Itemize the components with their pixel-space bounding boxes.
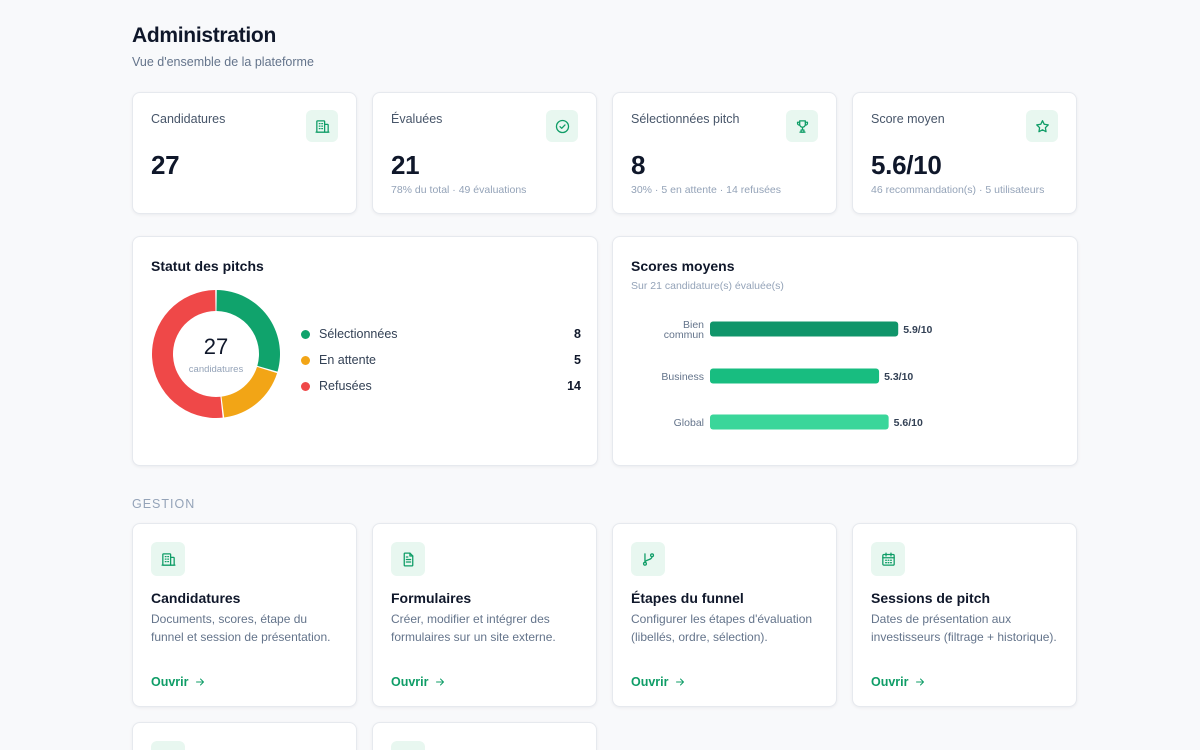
donut-slice-1 <box>221 366 278 418</box>
building-icon <box>151 542 185 576</box>
stat-label: Candidatures <box>151 112 226 126</box>
stat-card-selectionnees: Sélectionnées pitch 8 30% · 5 en attente… <box>612 92 837 214</box>
mgmt-card-formulaires[interactable]: Formulaires Créer, modifier et intégrer … <box>372 523 597 707</box>
arrow-right-icon <box>195 678 204 686</box>
check-circle-icon <box>546 110 578 142</box>
mgmt-card-sessions-pitch[interactable]: Sessions de pitch Dates de présentation … <box>852 523 1077 707</box>
stat-label: Score moyen <box>871 112 945 126</box>
donut-slice-2 <box>152 290 223 418</box>
card-description: Dates de présentation aux investisseurs … <box>871 612 1057 644</box>
stat-card-candidatures: Candidatures 27 <box>132 92 357 214</box>
bar-category-label: Business <box>661 371 704 383</box>
stat-value: 21 <box>391 150 420 180</box>
bar <box>710 414 889 430</box>
legend-label: Sélectionnées <box>319 327 398 341</box>
legend-dot <box>301 329 310 339</box>
bar-value-label: 5.3/10 <box>884 371 913 383</box>
panel-title: Statut des pitchs <box>151 258 264 274</box>
open-link-label: Ouvrir <box>151 675 189 689</box>
stat-card-score-moyen: Score moyen 5.6/10 46 recommandation(s) … <box>852 92 1077 214</box>
scores-bar-chart: Bien commun 5.9/10 Business 5.3/10 Global 5.6/… <box>661 319 933 430</box>
open-link[interactable]: Ouvrir <box>391 675 446 689</box>
legend-item: Refusées 14 <box>301 373 581 399</box>
card-icon <box>391 741 425 750</box>
page-subtitle: Vue d'ensemble de la plateforme <box>132 55 314 69</box>
legend-item: Sélectionnées 8 <box>301 321 581 347</box>
pitch-status-donut <box>152 290 280 418</box>
legend-item: En attente 5 <box>301 347 581 373</box>
stat-sub: 46 recommandation(s) · 5 utilisateurs <box>871 184 1045 196</box>
bar-value-label: 5.6/10 <box>894 417 923 429</box>
open-link[interactable]: Ouvrir <box>151 675 206 689</box>
arrow-right-icon <box>435 678 444 686</box>
open-link[interactable]: Ouvrir <box>631 675 686 689</box>
bar <box>710 368 880 384</box>
card-icon <box>151 741 185 750</box>
card-title: Candidatures <box>151 590 241 606</box>
open-link-label: Ouvrir <box>631 675 669 689</box>
open-link-label: Ouvrir <box>391 675 429 689</box>
legend-dot <box>301 355 310 365</box>
stat-value: 27 <box>151 150 180 180</box>
mgmt-card-etapes-funnel[interactable]: Étapes du funnel Configurer les étapes d… <box>612 523 837 707</box>
panel-subtitle: Sur 21 candidature(s) évaluée(s) <box>631 280 784 292</box>
page-title: Administration <box>132 24 276 47</box>
stat-card-evaluees: Évaluées 21 78% du total · 49 évaluation… <box>372 92 597 214</box>
trophy-icon <box>786 110 818 142</box>
stat-value: 8 <box>631 150 646 180</box>
legend-value: 5 <box>574 353 581 367</box>
building-icon <box>306 110 338 142</box>
legend-value: 8 <box>574 327 581 341</box>
card-title: Étapes du funnel <box>631 590 744 606</box>
donut-total: 27 <box>203 333 229 359</box>
open-link[interactable]: Ouvrir <box>871 675 926 689</box>
donut-total-label: candidatures <box>188 363 244 375</box>
card-description: Documents, scores, étape du funnel et se… <box>151 612 331 644</box>
section-label: GESTION <box>132 497 196 511</box>
card-description: Configurer les étapes d'évaluation (libe… <box>631 612 813 644</box>
git-branch-icon <box>631 542 665 576</box>
stat-label: Évaluées <box>391 112 443 126</box>
mgmt-card-candidatures[interactable]: Candidatures Documents, scores, étape du… <box>132 523 357 707</box>
stat-label: Sélectionnées pitch <box>631 112 740 126</box>
arrow-right-icon <box>675 678 684 686</box>
mgmt-card-partial[interactable] <box>372 722 597 750</box>
stat-sub: 78% du total · 49 évaluations <box>391 184 527 196</box>
calendar-icon <box>871 542 905 576</box>
bar-category-label: Global <box>674 417 704 429</box>
scores-panel: Scores moyens Sur 21 candidature(s) éval… <box>612 236 1078 466</box>
bar-category-label: Bien commun <box>664 319 704 341</box>
pitch-status-panel: Statut des pitchs 27 candidatures Sélect… <box>132 236 598 466</box>
legend-value: 14 <box>567 379 581 393</box>
donut-slice-0 <box>216 290 280 372</box>
legend-label: En attente <box>319 353 376 367</box>
mgmt-card-partial[interactable] <box>132 722 357 750</box>
arrow-right-icon <box>915 678 924 686</box>
pitch-status-legend: Sélectionnées 8 En attente 5 Refusées 14 <box>301 321 581 399</box>
star-icon <box>1026 110 1058 142</box>
legend-label: Refusées <box>319 379 372 393</box>
open-link-label: Ouvrir <box>871 675 909 689</box>
panel-title: Scores moyens <box>631 258 735 274</box>
bar <box>710 321 899 337</box>
stat-sub: 30% · 5 en attente · 14 refusées <box>631 184 782 196</box>
document-icon <box>391 542 425 576</box>
donut-center: 27 candidatures <box>151 289 281 419</box>
bar-value-label: 5.9/10 <box>903 324 932 336</box>
stat-value: 5.6/10 <box>871 150 942 180</box>
card-title: Formulaires <box>391 590 472 606</box>
card-description: Créer, modifier et intégrer des formulai… <box>391 612 556 644</box>
legend-dot <box>301 381 310 391</box>
card-title: Sessions de pitch <box>871 590 991 606</box>
